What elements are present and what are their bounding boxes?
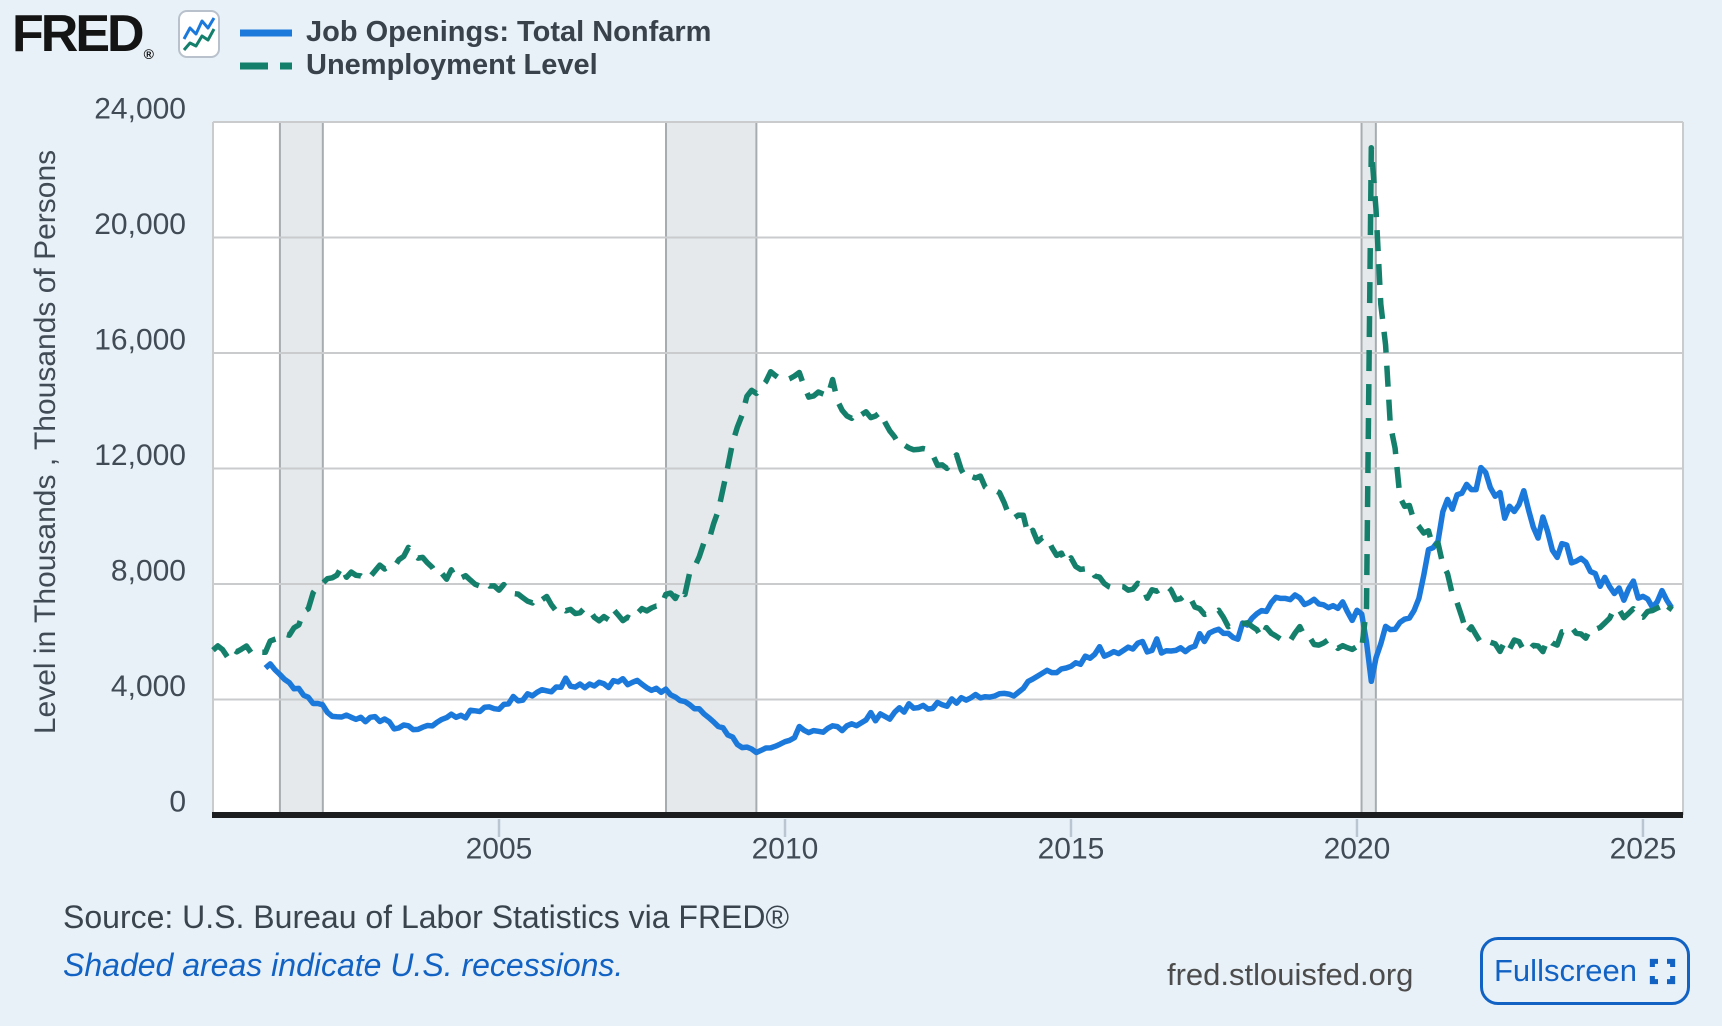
x-tick-label: 2005 [466, 833, 533, 866]
legend-swatch-dashed-line [240, 62, 292, 69]
fred-logo: FRED ® [12, 4, 154, 64]
registered-mark: ® [143, 46, 154, 62]
y-tick-label: 24,000 [94, 93, 186, 126]
y-tick-label: 16,000 [94, 324, 186, 357]
legend-item-job-openings: Job Openings: Total Nonfarm [240, 16, 711, 49]
x-tick-label: 2025 [1610, 833, 1677, 866]
chart-legend: Job Openings: Total Nonfarm Unemployment… [240, 16, 711, 82]
y-tick-label: 4,000 [111, 670, 186, 703]
x-tick-label: 2015 [1038, 833, 1105, 866]
y-tick-label: 20,000 [94, 208, 186, 241]
legend-swatch-solid-line [240, 29, 292, 36]
fred-site-url: fred.stlouisfed.org [1167, 957, 1414, 992]
sparkline-chart-icon [178, 10, 220, 58]
legend-item-unemployment: Unemployment Level [240, 49, 711, 82]
y-tick-label: 8,000 [111, 555, 186, 588]
fullscreen-button[interactable]: Fullscreen [1480, 937, 1690, 1005]
source-attribution: Source: U.S. Bureau of Labor Statistics … [63, 899, 790, 935]
fullscreen-button-label: Fullscreen [1494, 953, 1637, 988]
x-tick-label: 2020 [1324, 833, 1391, 866]
y-tick-label: 0 [169, 786, 186, 819]
x-tick-label: 2010 [752, 833, 819, 866]
fred-logo-text: FRED [12, 5, 145, 63]
y-tick-label: 12,000 [94, 439, 186, 472]
fullscreen-icon [1649, 958, 1676, 984]
y-axis-title: Level in Thousands , Thousands of Person… [29, 149, 62, 735]
recession-note: Shaded areas indicate U.S. recessions. [63, 947, 624, 983]
legend-label-unemployment: Unemployment Level [306, 49, 598, 81]
series-line-1 [211, 144, 1674, 660]
legend-label-job-openings: Job Openings: Total Nonfarm [306, 16, 712, 48]
